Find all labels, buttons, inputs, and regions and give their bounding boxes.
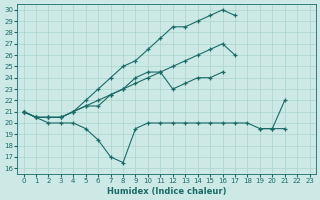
X-axis label: Humidex (Indice chaleur): Humidex (Indice chaleur)	[107, 187, 226, 196]
